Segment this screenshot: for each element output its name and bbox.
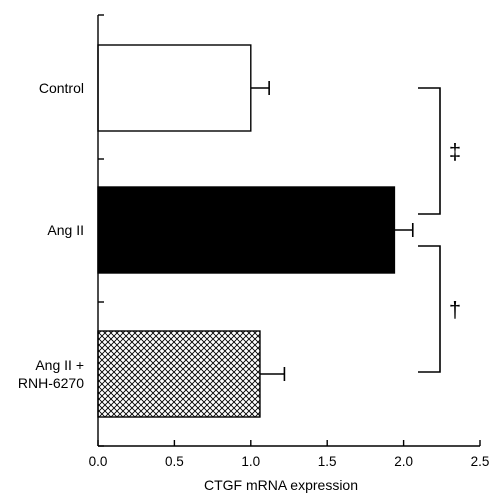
- category-label-2: Ang II + RNH-6270: [18, 357, 84, 391]
- category-label-1: Ang II: [47, 222, 84, 238]
- bar-0: [97, 44, 252, 132]
- x-axis-label: CTGF mRNA expression: [204, 477, 358, 493]
- x-tick-label-4: 2.0: [394, 454, 413, 469]
- significance-marker-1: †: [449, 297, 461, 322]
- bar-1: [97, 186, 396, 274]
- x-tick-label-5: 2.5: [471, 454, 490, 469]
- significance-bracket-1: [418, 245, 441, 373]
- bar-2: [97, 330, 261, 418]
- significance-marker-0: ‡: [449, 139, 461, 164]
- x-tick-label-3: 1.5: [318, 454, 337, 469]
- x-tick-label-2: 1.0: [241, 454, 260, 469]
- significance-bracket-0: [418, 87, 441, 215]
- plot-area: Control Ang II Ang II + RNH-6270 0.0 0.5 1.0 1.…: [18, 14, 490, 493]
- category-label-0: Control: [39, 80, 84, 96]
- x-tick-label-1: 0.5: [165, 454, 184, 469]
- x-tick-label-0: 0.0: [89, 454, 108, 469]
